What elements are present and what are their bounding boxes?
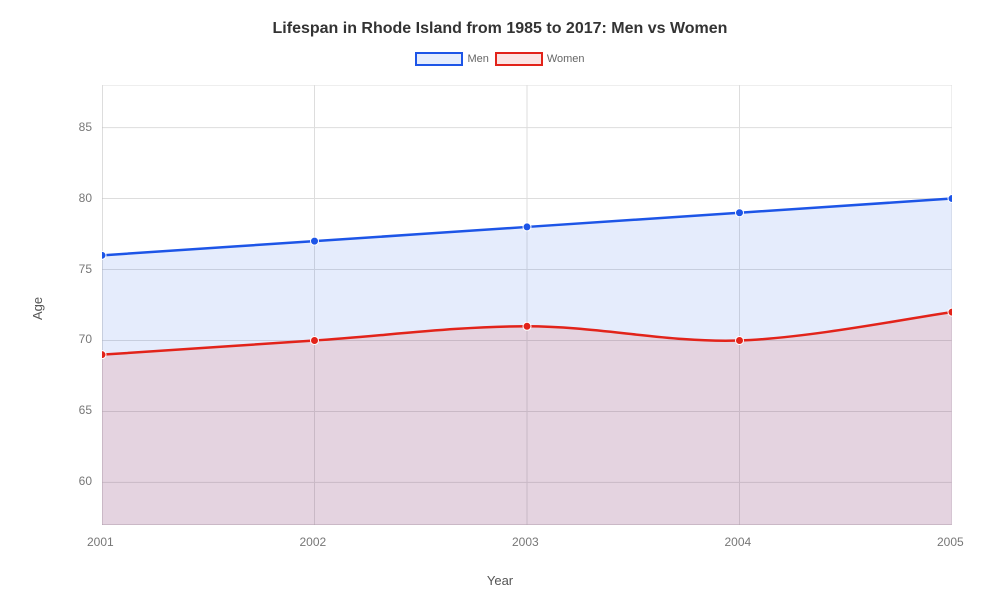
chart-container: Lifespan in Rhode Island from 1985 to 20… — [0, 0, 1000, 600]
data-point[interactable] — [102, 251, 106, 259]
y-tick-label: 75 — [79, 262, 92, 276]
data-point[interactable] — [102, 351, 106, 359]
data-point[interactable] — [311, 336, 319, 344]
chart-svg — [102, 85, 952, 525]
legend-label: Women — [547, 53, 585, 65]
x-tick-label: 2004 — [725, 535, 752, 549]
x-axis-label: Year — [0, 573, 1000, 588]
data-point[interactable] — [948, 308, 952, 316]
data-point[interactable] — [311, 237, 319, 245]
y-tick-label: 60 — [79, 474, 92, 488]
data-point[interactable] — [736, 209, 744, 217]
data-point[interactable] — [736, 336, 744, 344]
data-point[interactable] — [523, 322, 531, 330]
y-tick-label: 70 — [79, 332, 92, 346]
plot-area — [102, 85, 952, 525]
legend-swatch — [415, 52, 463, 66]
y-tick-label: 65 — [79, 403, 92, 417]
legend-swatch — [495, 52, 543, 66]
legend: Men Women — [0, 52, 1000, 66]
data-point[interactable] — [523, 223, 531, 231]
y-tick-label: 85 — [79, 120, 92, 134]
x-tick-label: 2002 — [300, 535, 327, 549]
data-point[interactable] — [948, 195, 952, 203]
legend-label: Men — [467, 53, 488, 65]
y-tick-label: 80 — [79, 191, 92, 205]
y-axis-label: Age — [30, 297, 45, 320]
chart-title: Lifespan in Rhode Island from 1985 to 20… — [0, 20, 1000, 38]
x-tick-label: 2005 — [937, 535, 964, 549]
x-tick-label: 2003 — [512, 535, 539, 549]
legend-item[interactable]: Women — [495, 52, 585, 66]
legend-item[interactable]: Men — [415, 52, 488, 66]
x-tick-label: 2001 — [87, 535, 114, 549]
